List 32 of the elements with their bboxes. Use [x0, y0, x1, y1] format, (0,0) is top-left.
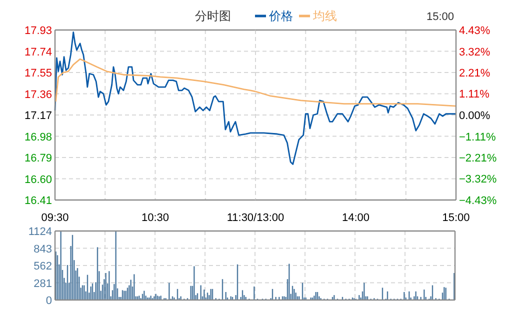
text: 2.21% — [459, 68, 490, 80]
x-tick-label: 09:30 — [41, 212, 69, 224]
text: −4.43% — [459, 195, 497, 207]
y-tick-label: 0 — [46, 295, 52, 307]
y-tick-label: 16.41 — [24, 195, 52, 207]
y-tick-label: 16.79 — [24, 152, 52, 164]
y-tick-label: 16.98 — [24, 131, 52, 144]
text: 3.32% — [459, 46, 490, 58]
x-tick-label: 15:00 — [442, 212, 470, 224]
text: 4.43% — [459, 25, 490, 37]
chart-title: 分时图 — [195, 9, 231, 23]
x-tick-label: 11:30/13:00 — [226, 212, 284, 224]
text: 0.00% — [459, 110, 490, 122]
y-tick-label: 17.55 — [24, 68, 52, 80]
y-tick-label: 17.17 — [24, 110, 52, 122]
y-tick-label: 1124 — [28, 226, 52, 238]
text: −3.32% — [459, 174, 497, 186]
y-tick-label: 562 — [34, 260, 52, 272]
legend-label: 价格 — [268, 9, 293, 23]
y-tick-label: 16.60 — [24, 174, 52, 186]
y-tick-label: 281 — [34, 278, 52, 290]
x-tick-label: 14:00 — [342, 212, 370, 224]
text: −2.21% — [459, 152, 497, 164]
y-tick-label: 17.36 — [24, 88, 52, 101]
y-tick-label: 843 — [34, 243, 52, 256]
x-tick-label: 10:30 — [141, 212, 170, 224]
y-tick-label: 17.93 — [24, 25, 52, 37]
text: 15:00 — [426, 11, 454, 23]
text: 1.11% — [459, 88, 490, 101]
text: −1.11% — [459, 131, 496, 144]
y-tick-label: 17.74 — [24, 46, 52, 58]
legend-label: 均线 — [312, 9, 337, 23]
